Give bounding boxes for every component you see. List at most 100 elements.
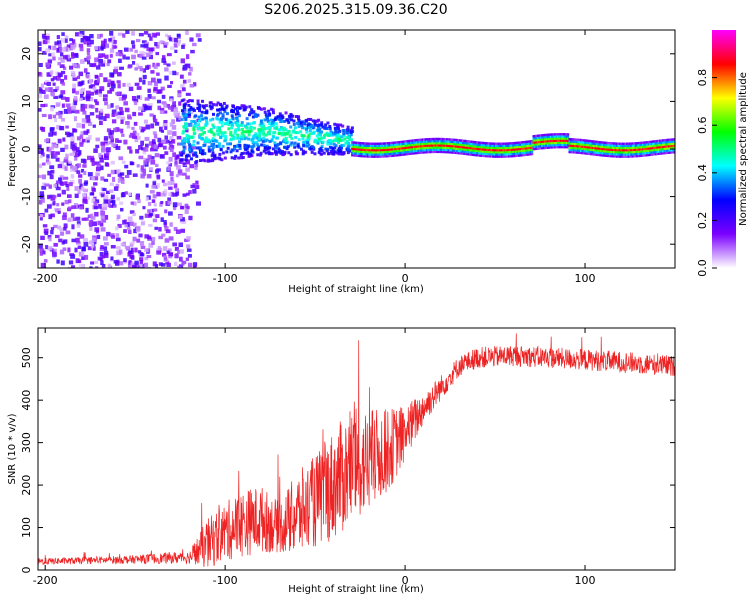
heatmap-cell <box>279 151 283 155</box>
heatmap-cell <box>52 194 57 199</box>
heatmap-cell <box>109 204 114 208</box>
heatmap-cell <box>167 84 172 88</box>
heatmap-cell <box>79 183 83 188</box>
heatmap-cell <box>100 207 104 212</box>
heatmap-cell <box>116 214 121 219</box>
heatmap-cell <box>621 146 624 150</box>
heatmap-cell <box>405 152 409 156</box>
heatmap-cell <box>574 149 577 152</box>
heatmap-cell <box>669 149 672 152</box>
heatmap-cell <box>85 36 91 42</box>
heatmap-cell <box>463 139 466 143</box>
heatmap-cell <box>466 150 469 154</box>
heatmap-cell <box>388 141 391 145</box>
heatmap-cell <box>220 158 224 162</box>
heatmap-cell <box>139 68 145 72</box>
heatmap-cell <box>513 141 516 145</box>
heatmap-cell <box>401 140 404 144</box>
heatmap-cell <box>263 110 267 114</box>
heatmap-cell <box>379 155 383 158</box>
heatmap-cell <box>369 148 373 152</box>
heatmap-cell <box>333 122 337 126</box>
heatmap-cell <box>146 254 152 259</box>
heatmap-cell <box>558 133 561 136</box>
heatmap-cell <box>159 110 165 114</box>
heatmap-cell <box>163 103 168 108</box>
heatmap-cell <box>83 241 89 247</box>
heatmap-cell <box>503 146 506 150</box>
heatmap-cell <box>75 237 80 243</box>
heatmap-cell <box>554 143 557 147</box>
heatmap-cell <box>185 92 191 96</box>
heatmap-cell <box>161 58 166 63</box>
heatmap-cell <box>496 142 499 145</box>
heatmap-cell <box>90 91 95 96</box>
heatmap-cell <box>529 144 532 147</box>
heatmap-cell <box>174 253 179 259</box>
heatmap-cell <box>176 154 180 158</box>
heatmap-cell <box>294 115 298 119</box>
spectrogram-cells <box>38 30 675 268</box>
heatmap-cell <box>83 254 89 260</box>
heatmap-cell <box>640 150 643 153</box>
heatmap-cell <box>305 130 309 134</box>
heatmap-cell <box>292 143 296 147</box>
heatmap-cell <box>421 144 424 148</box>
heatmap-cell <box>446 138 449 141</box>
heatmap-cell <box>81 168 85 173</box>
heatmap-cell <box>546 137 550 141</box>
heatmap-cell <box>673 144 675 148</box>
heatmap-cell <box>306 124 310 128</box>
heatmap-cell <box>372 151 375 154</box>
heatmap-cell <box>417 138 420 142</box>
heatmap-cell <box>60 37 65 43</box>
heatmap-cell <box>207 129 211 133</box>
heatmap-cell <box>490 150 493 154</box>
heatmap-cell <box>351 145 354 148</box>
heatmap-cell <box>633 150 636 154</box>
heatmap-cell <box>424 148 427 152</box>
heatmap-cell <box>278 149 282 153</box>
heatmap-cell <box>58 110 63 115</box>
heatmap-cell <box>379 146 383 150</box>
heatmap-cell <box>578 145 581 148</box>
heatmap-cell <box>123 139 128 145</box>
heatmap-cell <box>144 234 150 239</box>
heatmap-cell <box>477 141 480 144</box>
heatmap-cell <box>258 130 262 134</box>
heatmap-cell <box>49 165 55 170</box>
heatmap-cell <box>96 163 102 167</box>
heatmap-cell <box>55 157 60 162</box>
heatmap-cell <box>430 144 433 147</box>
heatmap-cell <box>408 148 411 151</box>
heatmap-cell <box>531 142 534 145</box>
heatmap-cell <box>191 135 195 139</box>
heatmap-cell <box>474 145 478 148</box>
heatmap-cell <box>333 126 337 130</box>
heatmap-cell <box>546 142 550 145</box>
heatmap-cell <box>391 141 394 145</box>
heatmap-cell <box>420 138 423 141</box>
heatmap-cell <box>77 245 82 250</box>
heatmap-cell <box>230 148 234 152</box>
heatmap-cell <box>567 143 570 147</box>
heatmap-cell <box>46 154 50 159</box>
heatmap-cell <box>185 30 189 35</box>
heatmap-cell <box>559 139 563 142</box>
heatmap-cell <box>95 166 101 172</box>
heatmap-cell <box>189 157 193 161</box>
heatmap-cell <box>505 151 508 154</box>
heatmap-cell <box>667 138 671 142</box>
heatmap-cell <box>646 147 649 150</box>
heatmap-cell <box>230 156 234 160</box>
colorbar-label: Normalized spectral amplitude <box>738 72 749 226</box>
heatmap-cell <box>187 137 191 141</box>
heatmap-cell <box>211 123 215 127</box>
heatmap-cell <box>355 143 358 147</box>
heatmap-cell <box>361 146 364 149</box>
heatmap-cell <box>526 140 529 143</box>
heatmap-cell <box>111 199 116 203</box>
heatmap-cell <box>660 147 663 151</box>
y-tick-label: 500 <box>20 347 33 368</box>
heatmap-cell <box>242 134 246 138</box>
